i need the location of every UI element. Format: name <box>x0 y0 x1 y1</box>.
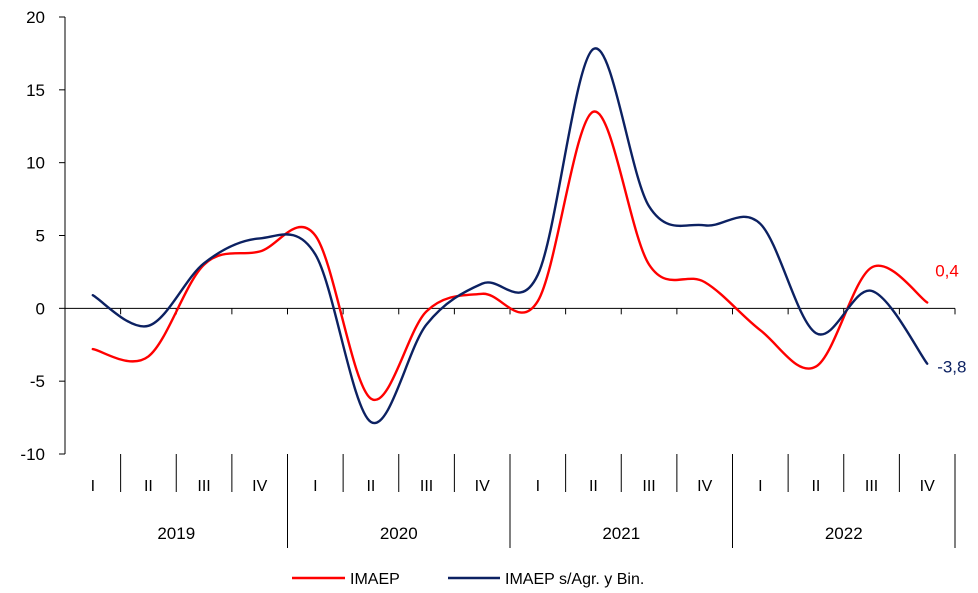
y-tick-label: -10 <box>20 445 45 464</box>
y-tick-label: 10 <box>26 154 45 173</box>
year-label: 2020 <box>380 524 418 543</box>
y-tick-label: 15 <box>26 81 45 100</box>
quarter-label: I <box>91 478 95 495</box>
quarter-label: IV <box>475 478 490 495</box>
quarter-label: III <box>642 478 655 495</box>
year-label: 2021 <box>602 524 640 543</box>
end-value-label: 0,4 <box>935 262 959 281</box>
legend-item: IMAEP <box>292 571 400 588</box>
quarter-label: II <box>811 478 820 495</box>
quarter-label: IV <box>697 478 712 495</box>
quarter-label: II <box>366 478 375 495</box>
legend-item: IMAEP s/Agr. y Bin. <box>448 571 644 588</box>
year-label: 2022 <box>825 524 863 543</box>
quarter-label: I <box>313 478 317 495</box>
y-tick-label: -5 <box>30 372 45 391</box>
year-label: 2019 <box>157 524 195 543</box>
y-tick-label: 20 <box>26 8 45 27</box>
quarter-label: III <box>420 478 433 495</box>
legend: IMAEP IMAEP s/Agr. y Bin. <box>292 571 644 588</box>
end-labels: 0,4 -3,8 <box>935 262 966 377</box>
end-value-label: -3,8 <box>937 358 966 377</box>
legend-label: IMAEP s/Agr. y Bin. <box>505 571 644 588</box>
y-tick-label: 0 <box>36 299 45 318</box>
series-lines <box>91 47 929 425</box>
quarter-label: II <box>589 478 598 495</box>
quarter-label: IV <box>920 478 935 495</box>
quarter-label: I <box>758 478 762 495</box>
quarter-label: IV <box>252 478 267 495</box>
quarter-label: III <box>865 478 878 495</box>
y-tick-label: 5 <box>36 227 45 246</box>
quarter-label: II <box>144 478 153 495</box>
quarter-label: III <box>197 478 210 495</box>
series-imaep-line <box>91 110 929 402</box>
quarter-label: I <box>536 478 540 495</box>
series-imaep-sin-agro-line <box>91 47 929 425</box>
legend-label: IMAEP <box>350 571 400 588</box>
y-axis-ticks: 20 15 10 5 0 -5 -10 <box>20 8 956 464</box>
